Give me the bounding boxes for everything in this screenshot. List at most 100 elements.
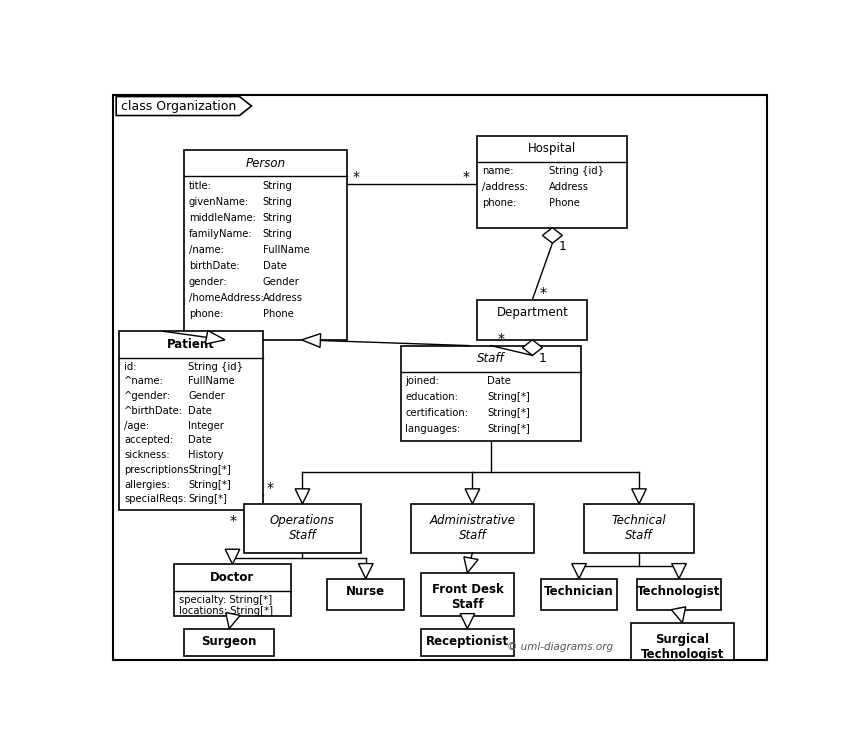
Text: String[*]: String[*] (188, 465, 231, 475)
Text: middleName:: middleName: (189, 213, 255, 223)
Text: Staff: Staff (477, 353, 505, 365)
Polygon shape (672, 563, 686, 578)
Polygon shape (359, 563, 373, 578)
Text: String[*]: String[*] (188, 480, 231, 489)
Text: givenName:: givenName: (189, 196, 249, 207)
Bar (184, 628, 274, 656)
Text: locations: String[*]: locations: String[*] (179, 606, 273, 616)
Text: String {id}: String {id} (550, 166, 605, 176)
Text: FullName: FullName (262, 245, 310, 255)
Text: id:: id: (124, 362, 137, 372)
Text: /homeAddress:: /homeAddress: (189, 294, 263, 303)
Text: /address:: /address: (482, 182, 528, 192)
Text: Patient: Patient (167, 338, 215, 351)
Text: Date: Date (487, 376, 511, 386)
Text: Technologist: Technologist (637, 586, 721, 598)
Bar (401, 346, 580, 441)
Bar (477, 136, 628, 228)
Bar (584, 503, 694, 553)
Text: certification:: certification: (405, 408, 469, 418)
Polygon shape (632, 489, 647, 503)
Text: String: String (262, 213, 292, 223)
Text: String: String (262, 181, 292, 190)
Text: 1: 1 (559, 240, 567, 252)
Polygon shape (464, 557, 478, 573)
Polygon shape (116, 96, 251, 116)
Text: Date: Date (188, 436, 212, 445)
Text: Doctor: Doctor (211, 571, 255, 584)
Text: Department: Department (496, 306, 568, 319)
Text: accepted:: accepted: (124, 436, 173, 445)
Text: *: * (539, 285, 546, 300)
Text: Surgeon: Surgeon (201, 635, 257, 648)
Text: Integer: Integer (188, 421, 224, 431)
Bar (421, 628, 514, 656)
Text: ^name:: ^name: (124, 376, 164, 386)
Text: *: * (497, 332, 505, 346)
Text: Phone: Phone (550, 199, 580, 208)
Text: *: * (353, 170, 359, 184)
Text: History: History (188, 450, 224, 460)
Polygon shape (226, 613, 240, 628)
Text: title:: title: (189, 181, 212, 190)
Text: String[*]: String[*] (487, 392, 530, 402)
Bar (184, 150, 347, 340)
Polygon shape (206, 330, 225, 344)
Text: gender:: gender: (189, 277, 227, 287)
Text: birthDate:: birthDate: (189, 261, 239, 271)
Bar (120, 331, 263, 509)
Polygon shape (522, 340, 543, 356)
Bar (477, 300, 587, 340)
Bar (637, 579, 721, 610)
Text: /age:: /age: (124, 421, 150, 431)
Text: languages:: languages: (405, 424, 461, 434)
Bar (630, 623, 734, 660)
Text: Technician: Technician (544, 586, 614, 598)
Text: *: * (463, 170, 470, 184)
Text: specialReqs:: specialReqs: (124, 495, 187, 504)
Text: Sring[*]: Sring[*] (188, 495, 227, 504)
Text: Address: Address (262, 294, 303, 303)
Text: Gender: Gender (188, 391, 225, 401)
Text: *: * (230, 515, 236, 528)
Text: sickness:: sickness: (124, 450, 169, 460)
Text: allergies:: allergies: (124, 480, 170, 489)
Text: Person: Person (246, 157, 286, 170)
Polygon shape (465, 489, 480, 503)
Polygon shape (572, 563, 587, 578)
Text: Date: Date (188, 406, 212, 416)
Bar (244, 503, 361, 553)
Polygon shape (295, 489, 310, 503)
Text: familyName:: familyName: (189, 229, 253, 239)
Text: 1: 1 (539, 352, 547, 365)
Text: Nurse: Nurse (347, 586, 385, 598)
Text: Date: Date (262, 261, 286, 271)
Polygon shape (543, 228, 562, 244)
Text: specialty: String[*]: specialty: String[*] (179, 595, 272, 604)
Text: String {id}: String {id} (188, 362, 243, 372)
Text: ^gender:: ^gender: (124, 391, 171, 401)
Text: prescriptions:: prescriptions: (124, 465, 192, 475)
Text: FullName: FullName (188, 376, 235, 386)
Text: *: * (266, 481, 273, 495)
Text: Hospital: Hospital (528, 143, 576, 155)
Polygon shape (672, 607, 685, 623)
Bar (421, 573, 514, 616)
Text: name:: name: (482, 166, 513, 176)
Bar (328, 579, 404, 610)
Text: Surgical
Technologist: Surgical Technologist (641, 633, 724, 661)
Bar (174, 564, 291, 616)
Polygon shape (225, 549, 240, 564)
Text: Address: Address (550, 182, 589, 192)
Text: String: String (262, 196, 292, 207)
Text: joined:: joined: (405, 376, 439, 386)
Text: String[*]: String[*] (487, 408, 530, 418)
Text: /name:: /name: (189, 245, 224, 255)
Text: ^birthDate:: ^birthDate: (124, 406, 183, 416)
Bar (411, 503, 534, 553)
Text: education:: education: (405, 392, 458, 402)
Text: Administrative
Staff: Administrative Staff (429, 514, 515, 542)
Bar (541, 579, 617, 610)
Text: Receptionist: Receptionist (426, 635, 509, 648)
Text: Technical
Staff: Technical Staff (611, 514, 666, 542)
